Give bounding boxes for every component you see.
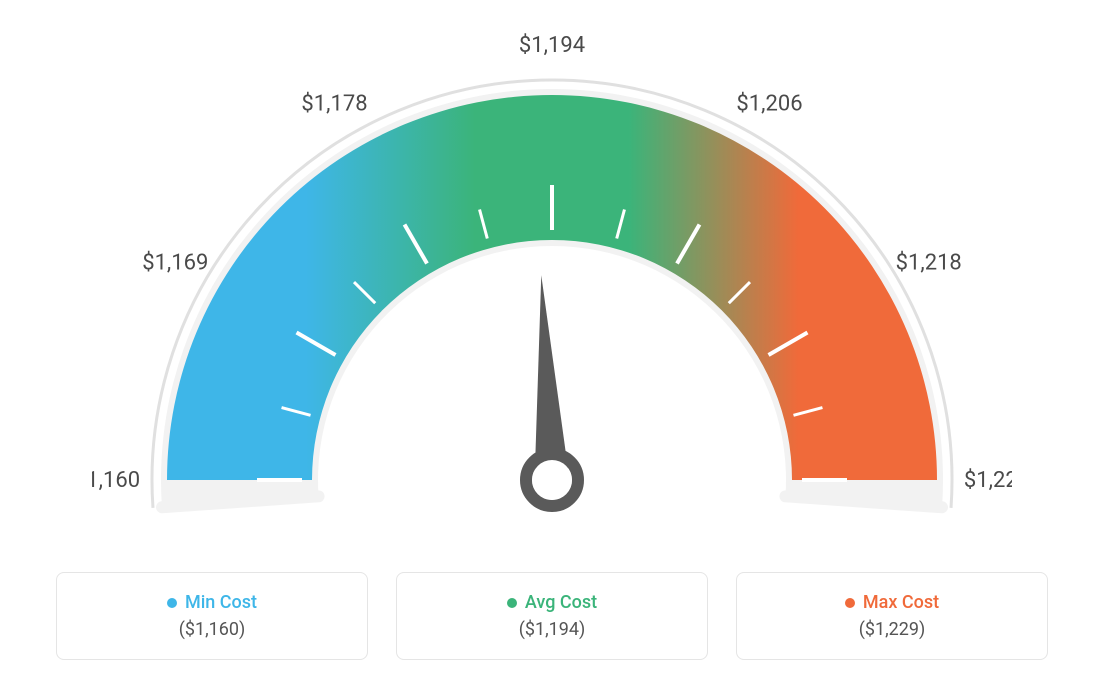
legend-cards: Min Cost ($1,160) Avg Cost ($1,194) Max …: [56, 572, 1048, 660]
max-cost-header: Max Cost: [845, 592, 939, 613]
avg-cost-dot: [507, 598, 517, 608]
gauge-tick-label: $1,178: [301, 91, 367, 116]
avg-cost-card: Avg Cost ($1,194): [396, 572, 708, 660]
min-cost-card: Min Cost ($1,160): [56, 572, 368, 660]
gauge-tick-label: $1,194: [519, 33, 585, 58]
avg-cost-label: Avg Cost: [525, 592, 597, 613]
gauge-tick-label: $1,160: [92, 468, 140, 493]
min-cost-dot: [167, 598, 177, 608]
gauge-svg: $1,160 $1,169 $1,178 $1,194 $1,206 $1,218 $1,2…: [92, 10, 1012, 540]
max-cost-card: Max Cost ($1,229): [736, 572, 1048, 660]
max-cost-value: ($1,229): [859, 619, 926, 640]
max-cost-dot: [845, 598, 855, 608]
gauge-tick-label: $1,218: [896, 251, 962, 276]
min-cost-header: Min Cost: [167, 592, 257, 613]
gauge-tick-label: $1,206: [736, 91, 802, 116]
cost-gauge-chart: $1,160 $1,169 $1,178 $1,194 $1,206 $1,218 $1,2…: [92, 10, 1012, 540]
min-cost-value: ($1,160): [179, 619, 246, 640]
avg-cost-header: Avg Cost: [507, 592, 597, 613]
min-cost-label: Min Cost: [185, 592, 257, 613]
gauge-tick-label: $1,169: [142, 251, 208, 276]
avg-cost-value: ($1,194): [519, 619, 586, 640]
gauge-tick-label: $1,229: [964, 468, 1012, 493]
max-cost-label: Max Cost: [863, 592, 939, 613]
